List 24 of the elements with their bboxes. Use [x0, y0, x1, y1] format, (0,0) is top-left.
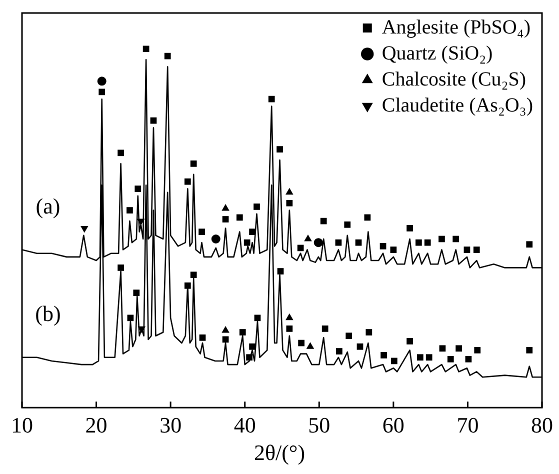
legend-label: Anglesite (PbSO₄) — [382, 16, 531, 38]
x-tick-label: 70 — [456, 412, 479, 438]
x-tick-label: 60 — [382, 412, 404, 438]
x-axis-title: 2θ/(°) — [252, 440, 306, 466]
legend-label: Quartz (SiO₂) — [382, 42, 493, 64]
point — [222, 204, 230, 211]
legend-label: Claudetite (As₂O₃) — [382, 94, 534, 116]
x-tick-label: 30 — [160, 412, 182, 438]
point — [314, 238, 323, 248]
legend-label: Chalcosite (Cu₂S) — [382, 68, 526, 90]
point — [306, 342, 314, 349]
point — [286, 313, 294, 320]
point — [211, 234, 220, 244]
point — [222, 326, 230, 333]
x-tick-label: 80 — [531, 412, 553, 438]
point — [286, 188, 294, 195]
annotation: (a) — [36, 194, 60, 219]
point — [97, 76, 106, 86]
x-tick-label: 10 — [11, 412, 33, 438]
x-tick-label: 40 — [234, 412, 256, 438]
x-tick-label: 20 — [85, 412, 108, 438]
x-tick-label: 50 — [308, 412, 330, 438]
point — [304, 234, 312, 242]
annotation: (b) — [35, 301, 61, 326]
